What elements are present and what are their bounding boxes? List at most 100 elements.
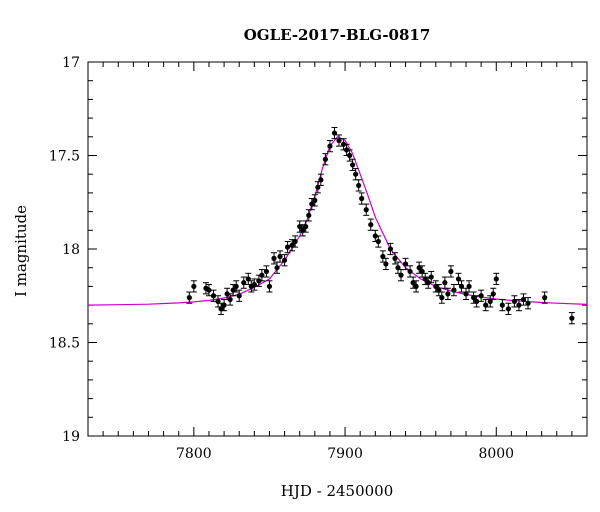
data-point <box>499 302 505 308</box>
data-point <box>271 255 277 261</box>
data-point <box>407 268 413 275</box>
data-point <box>442 280 448 286</box>
data-point <box>380 253 386 260</box>
data-point <box>416 265 422 271</box>
data-point <box>569 315 575 321</box>
data-point <box>392 255 398 261</box>
data-point <box>474 298 480 304</box>
data-point <box>256 278 262 284</box>
data-point <box>413 283 419 289</box>
data-point <box>230 287 236 293</box>
data-point <box>445 291 451 297</box>
data-point <box>206 287 212 293</box>
data-point <box>428 274 434 280</box>
data-point <box>398 272 404 278</box>
data-point <box>224 291 230 297</box>
data-point <box>463 291 469 297</box>
y-tick-label: 19 <box>62 429 80 445</box>
data-point <box>395 265 401 271</box>
data-point <box>340 141 347 147</box>
data-point <box>542 295 548 301</box>
data-point <box>215 298 221 304</box>
x-tick-label: 8000 <box>478 446 514 462</box>
data-point <box>245 276 251 282</box>
data-point <box>419 268 425 275</box>
data-point <box>281 257 288 263</box>
data-point <box>387 246 394 252</box>
y-tick-label: 17 <box>62 55 80 71</box>
data-point <box>300 227 306 233</box>
y-axis-label: I magnitude <box>12 205 30 297</box>
x-axis-label: HJD - 2450000 <box>281 482 394 500</box>
data-point <box>306 212 312 218</box>
data-point <box>343 147 350 153</box>
data-point <box>191 283 197 289</box>
data-point <box>251 281 257 288</box>
data-point <box>353 171 359 177</box>
data-point <box>478 293 484 299</box>
data-point <box>493 276 499 282</box>
data-point <box>289 242 295 248</box>
data-point <box>274 265 280 271</box>
data-point <box>359 195 365 202</box>
data-point <box>336 137 342 144</box>
data-point <box>331 130 338 136</box>
data-point <box>433 283 439 289</box>
data-point <box>375 238 381 245</box>
y-tick-label: 17.5 <box>49 149 80 165</box>
data-point <box>505 306 511 312</box>
data-point <box>455 276 462 282</box>
data-point <box>363 207 369 213</box>
data-point <box>422 276 428 282</box>
data-point <box>402 261 409 267</box>
data-point <box>516 302 522 308</box>
data-point <box>285 244 291 250</box>
data-point <box>436 287 442 293</box>
y-tick-label: 18.5 <box>49 336 80 352</box>
data-point <box>221 302 227 308</box>
plot-area: 7800 7900 8000 17 17.5 18 18.5 19 <box>49 55 588 462</box>
data-point <box>297 223 303 230</box>
x-tick-label: 7800 <box>176 446 212 462</box>
data-point <box>356 182 362 189</box>
data-point <box>210 293 217 299</box>
data-point <box>346 152 353 159</box>
data-point <box>520 296 527 303</box>
data-point <box>490 291 496 297</box>
data-point <box>483 302 489 308</box>
data-point <box>318 177 324 183</box>
plot-frame <box>87 61 588 437</box>
data-point <box>186 295 192 301</box>
data-point <box>303 223 309 230</box>
data-point <box>425 280 431 286</box>
data-point <box>466 283 472 289</box>
data-point <box>350 162 356 168</box>
y-tick-label: 18 <box>62 242 80 258</box>
data-point <box>309 201 315 207</box>
data-point <box>233 283 239 289</box>
data-point <box>266 283 273 289</box>
data-point <box>241 280 247 286</box>
data-point <box>470 295 477 301</box>
data-point <box>327 143 333 149</box>
data-point <box>227 296 233 303</box>
data-point <box>322 156 329 162</box>
data-point <box>458 283 465 289</box>
data-point <box>259 272 265 278</box>
data-point <box>315 184 321 190</box>
data-point <box>410 280 416 286</box>
data-point <box>487 298 493 304</box>
data-point <box>448 268 454 275</box>
x-tick-label: 7900 <box>327 446 363 462</box>
data-point <box>525 300 531 306</box>
data-point <box>368 222 374 228</box>
data-point <box>511 298 518 304</box>
chart-title: OGLE-2017-BLG-0817 <box>244 26 431 44</box>
data-point <box>263 268 270 275</box>
data-point <box>383 261 389 267</box>
data-point <box>277 253 283 260</box>
data-point <box>451 287 457 293</box>
data-point <box>372 233 378 239</box>
